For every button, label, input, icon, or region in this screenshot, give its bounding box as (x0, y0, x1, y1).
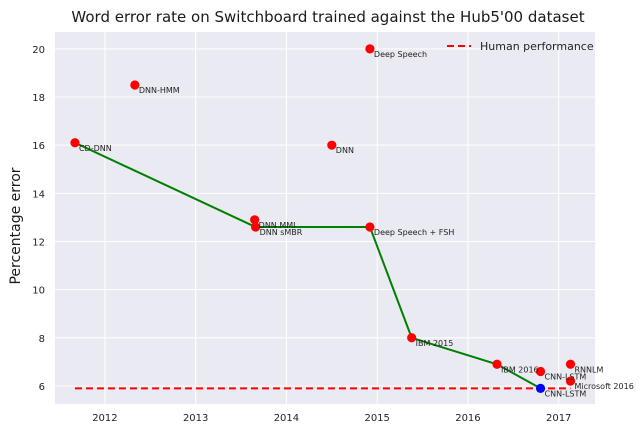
data-point-label: DNN-HMM (139, 86, 180, 95)
grid-lines (55, 32, 595, 404)
x-tick-label: 2017 (546, 413, 571, 424)
data-point (565, 376, 576, 386)
data-point-label: Deep Speech (374, 50, 427, 59)
y-axis-label: Percentage error (8, 167, 24, 284)
data-point-label: IBM 2015 (416, 339, 454, 348)
y-tick-label: 6 (39, 382, 45, 393)
data-point-label: CD-DNN (79, 144, 112, 153)
y-tick-label: 18 (32, 93, 45, 104)
data-point-label: DNN (336, 146, 354, 155)
y-tick-label: 8 (39, 334, 45, 345)
y-tick-label: 16 (32, 141, 45, 152)
data-point (365, 44, 375, 54)
data-point (130, 80, 140, 90)
data-point (565, 359, 576, 369)
data-points (70, 44, 576, 393)
x-tick-label: 2014 (274, 413, 299, 424)
x-tick-label: 2012 (92, 413, 117, 424)
y-tick-label: 20 (32, 45, 45, 56)
data-point-label: DNN MMI (259, 221, 296, 230)
y-tick-label: 10 (32, 286, 45, 297)
data-point (492, 359, 502, 369)
frontier-line (74, 141, 542, 390)
legend-label: Human performance (480, 40, 594, 53)
data-point (70, 138, 80, 148)
y-axis: 6 8 10 12 14 16 18 20 (32, 45, 45, 393)
x-axis: 2012 2013 2014 2015 2016 2017 (92, 413, 571, 424)
data-point-label: RNNLM (574, 365, 603, 374)
x-tick-label: 2015 (364, 413, 389, 424)
data-point (535, 383, 546, 393)
chart-title: Word error rate on Switchboard trained a… (71, 8, 584, 26)
frontier-series (74, 141, 542, 390)
data-point (535, 366, 546, 377)
data-point (407, 333, 417, 343)
data-point (365, 222, 375, 232)
x-tick-label: 2016 (455, 413, 480, 424)
data-point (250, 215, 260, 225)
data-point-label: Microsoft 2016 (574, 382, 633, 391)
data-point-label: Deep Speech + FSH (374, 228, 454, 237)
data-point-label: IBM 2016 (501, 365, 539, 374)
plot-area (55, 32, 595, 404)
data-point-label: CNN-LSTM (545, 372, 587, 381)
data-point-label: DNN sMBR (260, 228, 303, 237)
y-tick-label: 12 (32, 237, 45, 248)
data-point (250, 222, 261, 232)
legend: Human performance (447, 40, 594, 53)
data-point (327, 140, 337, 150)
data-point-label: CNN-LSTM (545, 389, 587, 398)
y-tick-label: 14 (32, 189, 45, 200)
x-tick-label: 2013 (183, 413, 208, 424)
